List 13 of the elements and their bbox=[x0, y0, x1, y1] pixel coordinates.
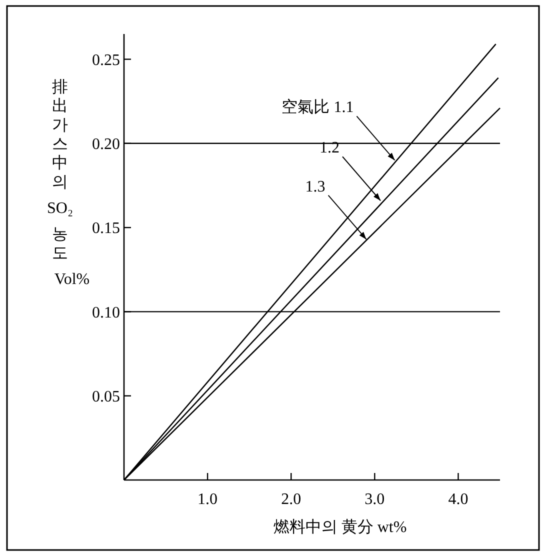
y-tick-label: 0.10 bbox=[92, 304, 120, 322]
y-tick-label: 0.05 bbox=[92, 388, 120, 406]
x-tick-label: 4.0 bbox=[448, 491, 468, 508]
y-tick-label: 0.20 bbox=[92, 136, 120, 153]
y-tick-label: 0.15 bbox=[92, 220, 120, 238]
x-axis-title: 燃料中의 黄分 wt% bbox=[273, 518, 407, 536]
x-tick-label: 1.0 bbox=[198, 491, 218, 508]
x-tick-label: 2.0 bbox=[281, 491, 302, 508]
y-tick-label: 0.25 bbox=[92, 52, 120, 69]
x-tick-label: 3.0 bbox=[364, 491, 385, 508]
annotation: 空氣比 1.1 bbox=[282, 98, 354, 116]
annotation: 1.3 bbox=[305, 178, 326, 196]
text: 排出가스中의 SO₂ 농도 Vol% bbox=[46, 79, 90, 288]
